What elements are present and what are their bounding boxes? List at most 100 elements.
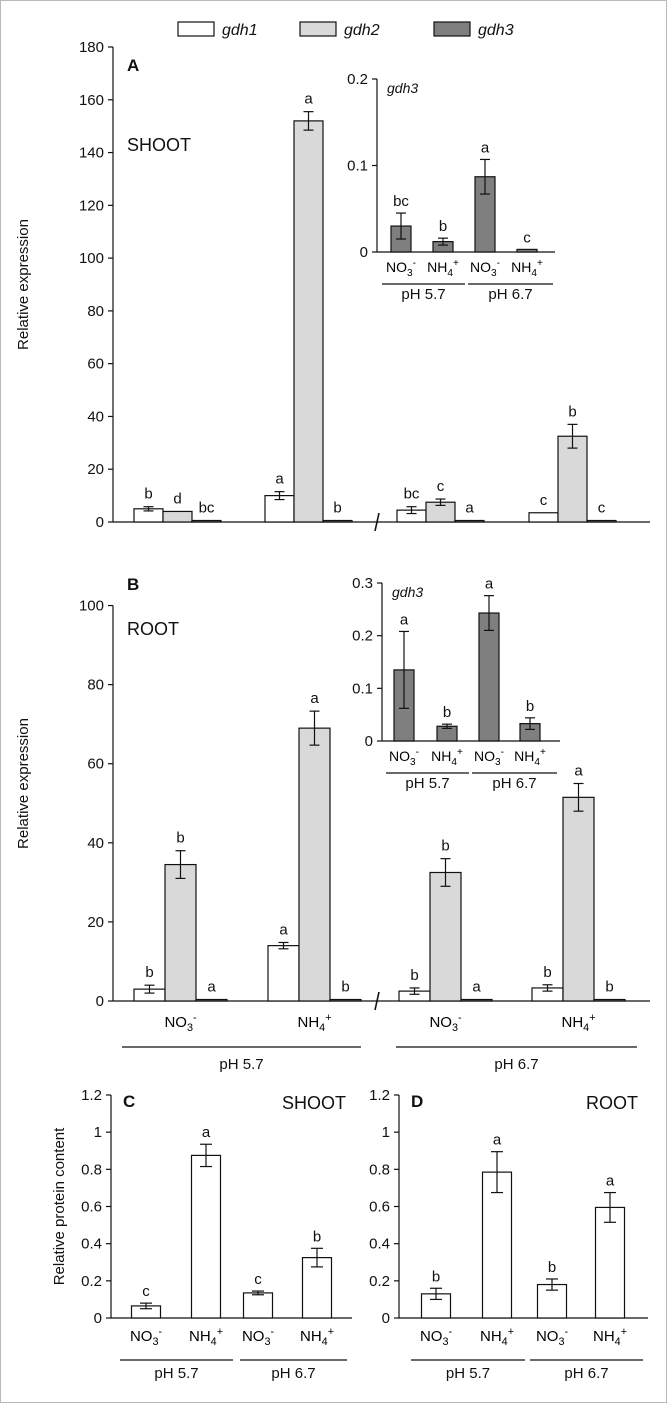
- bar-gdh3-group-3: [454, 519, 485, 523]
- ion-base: NO: [474, 748, 495, 764]
- y-tick-label: 20: [87, 914, 104, 931]
- bar-gdh3-group-1: [195, 998, 228, 1002]
- ph-label: pH 6.7: [488, 286, 532, 303]
- ion-subscript: 3: [495, 757, 501, 768]
- significance-letter: a: [606, 1173, 615, 1190]
- organ-label: SHOOT: [127, 135, 191, 155]
- y-axis-title: Relative expression: [15, 219, 32, 350]
- y-tick-label: 1: [94, 1124, 102, 1141]
- y-tick-label: 1.2: [369, 1087, 390, 1104]
- significance-letter: a: [279, 921, 288, 938]
- ph-label: pH 6.7: [564, 1365, 608, 1382]
- ion-superscript: -: [458, 1012, 462, 1024]
- panel-label: A: [127, 56, 139, 75]
- significance-letter: c: [598, 500, 606, 517]
- ph-label: pH 5.7: [405, 775, 449, 792]
- y-tick-label: 0: [365, 733, 373, 750]
- y-tick-label: 40: [87, 408, 104, 425]
- x-category-label: NH4+: [189, 1326, 223, 1348]
- bar-gdh3-group-2: [322, 519, 353, 523]
- y-tick-label: 60: [87, 356, 104, 373]
- significance-letter: a: [207, 979, 216, 996]
- panel-label: C: [123, 1092, 135, 1111]
- ion-subscript: 3: [491, 268, 497, 279]
- ion-superscript: +: [328, 1326, 334, 1338]
- ion-subscript: 4: [451, 757, 457, 768]
- significance-letter: c: [142, 1283, 150, 1300]
- ion-subscript: 4: [322, 1336, 328, 1348]
- x-category-label: NO3-: [389, 747, 419, 768]
- y-tick-label: 160: [79, 92, 104, 109]
- organ-label: SHOOT: [282, 1093, 346, 1113]
- significance-letter: a: [275, 471, 284, 488]
- ion-superscript: -: [501, 747, 504, 758]
- y-tick-label: 0.4: [81, 1236, 102, 1253]
- significance-letter: b: [145, 964, 153, 981]
- x-category-label: NH4+: [511, 258, 543, 279]
- y-tick-label: 20: [87, 461, 104, 478]
- x-category-label: NH4+: [480, 1326, 514, 1348]
- ion-superscript: +: [540, 747, 546, 758]
- ion-superscript: -: [564, 1326, 568, 1338]
- y-tick-label: 0.1: [347, 158, 368, 175]
- y-tick-label: 80: [87, 677, 104, 694]
- legend-swatch-gdh2: [299, 21, 337, 37]
- significance-letter: b: [605, 979, 613, 996]
- bar-2: [481, 1171, 513, 1319]
- ion-superscript: +: [537, 258, 543, 269]
- ph-label: pH 5.7: [154, 1365, 198, 1382]
- x-category-label: NH4+: [298, 1012, 332, 1034]
- x-category-label: NO3-: [130, 1326, 163, 1348]
- ion-base: NH: [562, 1014, 584, 1031]
- significance-letter: b: [543, 964, 551, 981]
- panel-label: B: [127, 575, 139, 594]
- panel-c-shoot-protein: 0 0.2 0.4 0.6 0.8 1 1.2 C SHOOT Relative protein …: [51, 1087, 352, 1382]
- y-tick-label: 140: [79, 145, 104, 162]
- significance-letter: b: [144, 486, 152, 503]
- significance-letter: b: [410, 967, 418, 984]
- significance-letter: c: [437, 478, 445, 495]
- ion-base: NH: [298, 1014, 320, 1031]
- inset-title: gdh3: [392, 584, 423, 600]
- ion-base: NO: [536, 1328, 559, 1345]
- ion-superscript: -: [158, 1326, 162, 1338]
- x-category-label: NO3-: [536, 1326, 569, 1348]
- y-tick-label: 0.2: [81, 1273, 102, 1290]
- significance-letter: b: [313, 1228, 321, 1245]
- ph-label: pH 5.7: [219, 1056, 263, 1073]
- legend-label-gdh1: gdh1: [222, 22, 258, 39]
- bar-gdh3-group-1: [191, 519, 222, 523]
- significance-letter: a: [574, 763, 583, 780]
- ph-label: pH 5.7: [401, 286, 445, 303]
- ion-superscript: -: [193, 1012, 197, 1024]
- significance-letter: a: [310, 690, 319, 707]
- x-category-label: NO3-: [474, 747, 504, 768]
- ion-superscript: -: [497, 258, 500, 269]
- y-tick-label: 0.8: [369, 1161, 390, 1178]
- legend-label-gdh2: gdh2: [344, 22, 380, 39]
- x-category-label: NH4+: [593, 1326, 627, 1348]
- ion-superscript: -: [270, 1326, 274, 1338]
- x-category-label: NH4+: [562, 1012, 596, 1034]
- x-category-label: NH4+: [300, 1326, 334, 1348]
- bar-gdh1-group-2: [267, 945, 300, 1002]
- axis-break-mark: [374, 512, 380, 532]
- ion-base: NO: [242, 1328, 265, 1345]
- ion-base: NH: [427, 259, 447, 275]
- ion-subscript: 3: [264, 1336, 270, 1348]
- ion-subscript: 4: [447, 268, 453, 279]
- significance-letter: a: [465, 500, 474, 517]
- bar-gdh1-group-4: [528, 512, 559, 523]
- y-tick-label: 80: [87, 303, 104, 320]
- ion-superscript: -: [448, 1326, 452, 1338]
- y-tick-label: 0.4: [369, 1236, 390, 1253]
- y-tick-label: 180: [79, 39, 104, 56]
- x-category-label: NO3-: [429, 1012, 462, 1034]
- bar-4: [301, 1257, 333, 1319]
- significance-letter: b: [439, 218, 447, 235]
- ion-superscript: +: [453, 258, 459, 269]
- y-tick-label: 100: [79, 250, 104, 267]
